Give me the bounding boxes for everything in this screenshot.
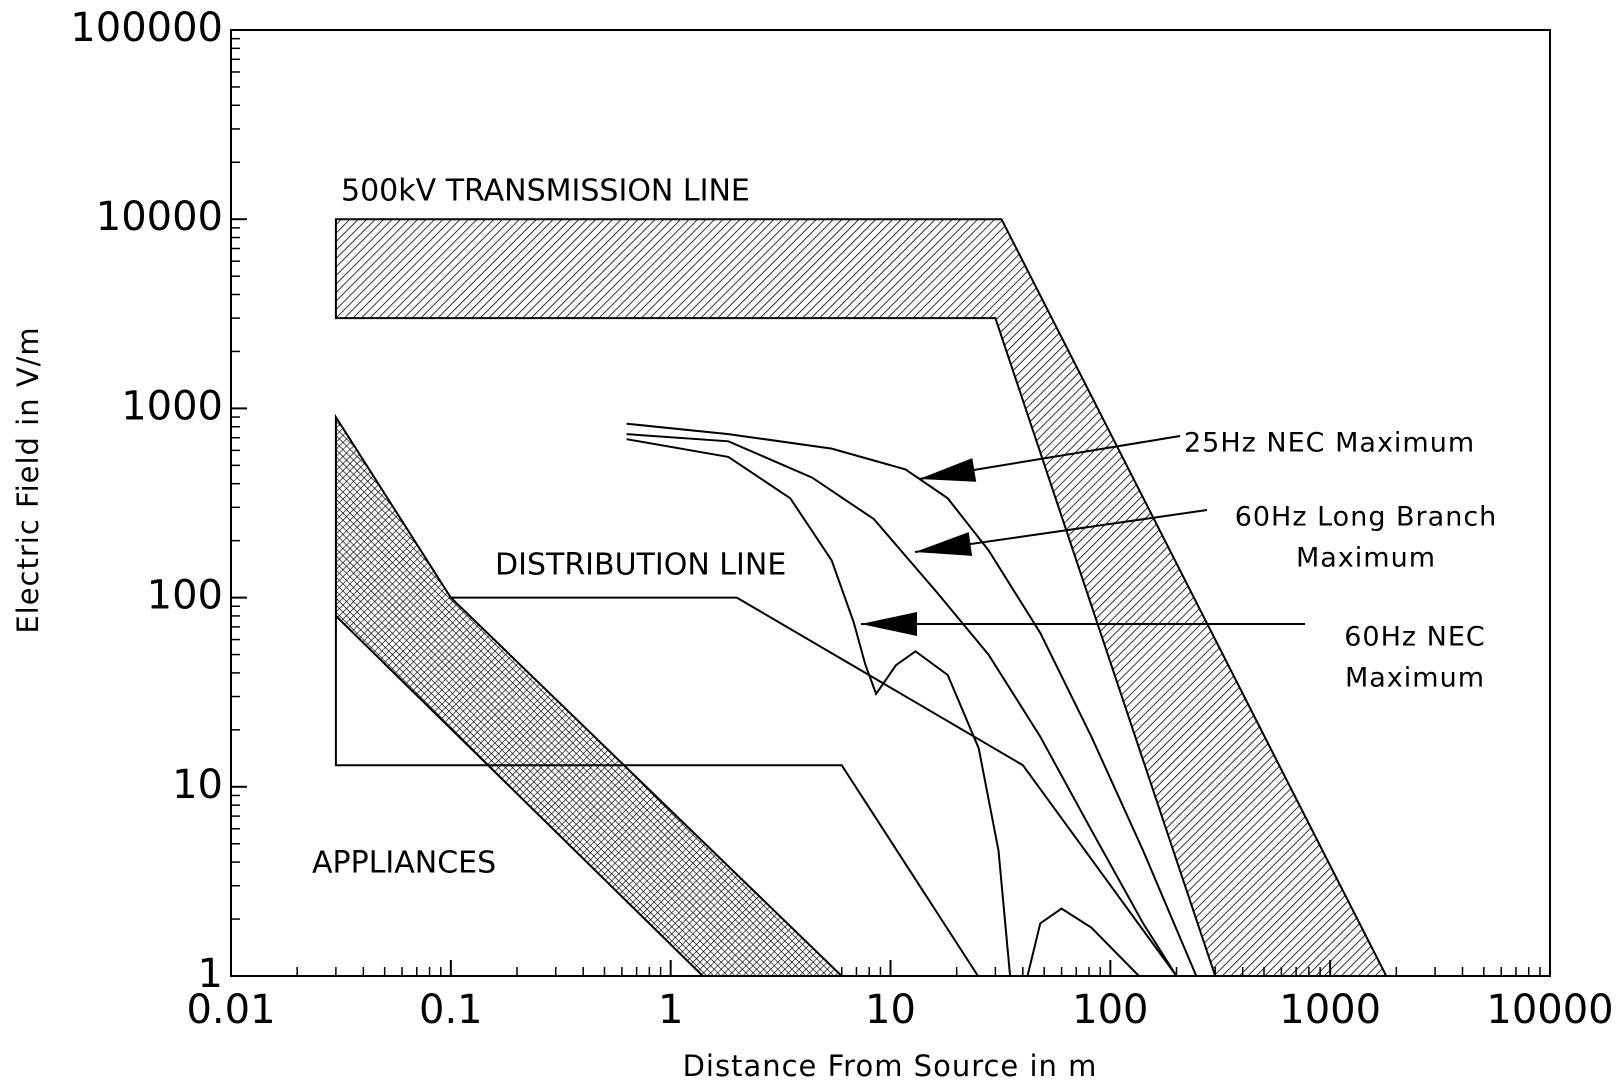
y-tick-label: 10000 [96,194,223,240]
y-axis-title: Electric Field in V/m [11,326,45,633]
curve [626,438,1140,977]
x-tick-label: 100 [1072,987,1148,1033]
x-tick-label: 1 [658,987,683,1033]
region [334,413,845,977]
curve-label: 25Hz NEC Maximum [1184,428,1475,459]
curve-label: 60Hz Long Branch [1235,502,1498,533]
arrow-head [919,458,977,482]
curve [626,422,1198,977]
x-tick-label: 1000 [1279,987,1381,1033]
x-tick-label: 10000 [1486,987,1613,1033]
y-tick-label: 1000 [121,383,223,429]
y-tick-label: 10 [172,762,223,808]
curve [334,615,979,977]
region-label: APPLIANCES [312,846,496,881]
x-tick-label: 0.1 [419,987,483,1033]
region [334,218,1388,977]
region-label: DISTRIBUTION LINE [495,548,786,583]
curve [450,596,1178,977]
arrow-head [861,612,917,636]
curve-label: 60Hz NEC [1344,622,1486,653]
curve-label: Maximum [1345,663,1485,694]
curve-label: Maximum [1296,543,1436,574]
y-tick-label: 100 [147,573,223,619]
x-axis-title: Distance From Source in m [683,1049,1098,1083]
x-tick-label: 10 [865,987,916,1033]
x-tick-label: 0.01 [186,987,275,1033]
arrow-head [915,532,973,556]
y-tick-label: 100000 [70,5,223,51]
region-label: 500kV TRANSMISSION LINE [341,174,750,209]
y-tick-label: 1 [198,951,223,997]
